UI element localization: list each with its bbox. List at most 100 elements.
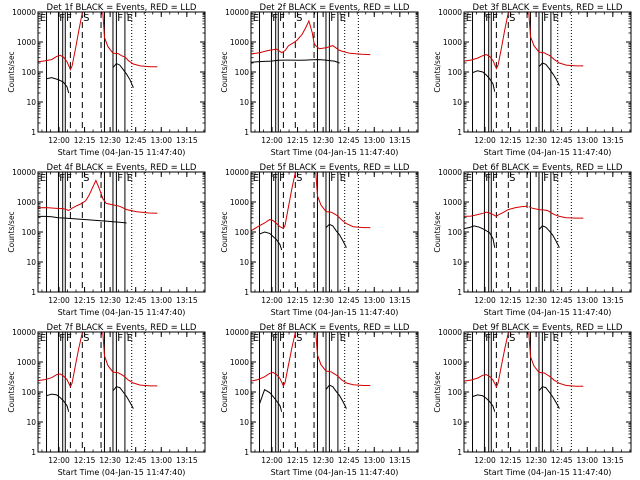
panel-det-1: Det 1f BLACK = Events, RED = LLD Start Ti… [7, 3, 206, 157]
y-tick-label: 1000 [443, 198, 462, 207]
panel-det-2: Det 2f BLACK = Events, RED = LLD Start Ti… [220, 3, 419, 157]
panel-det-3: Det 3f BLACK = Events, RED = LLD Start Ti… [433, 3, 632, 157]
x-tick-label: 12:45 [551, 136, 573, 145]
y-tick-label: 100 [448, 68, 463, 77]
x-tick-label: 13:15 [176, 296, 198, 305]
interval-letter: S [296, 13, 302, 24]
y-tick-label: 1 [31, 288, 36, 297]
plot-area [464, 332, 584, 452]
interval-letter: F [330, 173, 336, 184]
x-tick-label: 12:00 [474, 456, 496, 465]
y-axis-label: Counts/sec [220, 51, 229, 92]
y-tick-label: 10 [452, 418, 462, 427]
interval-letter: F [59, 13, 65, 24]
interval-letter: E [553, 173, 559, 184]
y-tick-label: 10 [452, 98, 462, 107]
x-tick-label: 12:45 [338, 296, 360, 305]
x-tick-label: 13:00 [576, 296, 598, 305]
y-tick-label: 10 [452, 258, 462, 267]
x-tick-label: 12:15 [287, 456, 309, 465]
y-tick-label: 1000 [230, 358, 249, 367]
x-tick-label: 13:15 [602, 136, 624, 145]
plot-area [251, 12, 371, 132]
interval-letter: E [553, 13, 559, 24]
panel-title: Det 8f BLACK = Events, RED = LLD [260, 323, 410, 333]
y-tick-label: 100 [22, 388, 37, 397]
plot-frame [250, 171, 419, 293]
y-tick-label: 10000 [12, 168, 36, 177]
x-axis-label: Start Time (04-Jan-15 11:47:40) [484, 468, 612, 477]
interval-letter: E [340, 173, 346, 184]
y-tick-label: 10000 [225, 8, 249, 17]
x-tick-label: 13:15 [389, 456, 411, 465]
events-series-line [538, 225, 560, 248]
x-tick-label: 12:30 [312, 456, 334, 465]
interval-letter: E [40, 13, 46, 24]
y-tick-label: 1 [31, 128, 36, 137]
y-tick-label: 10000 [225, 328, 249, 337]
interval-letter: E [253, 173, 259, 184]
panel-det-9: Det 9f BLACK = Events, RED = LLD Start Ti… [433, 323, 632, 477]
x-tick-label: 13:00 [150, 296, 172, 305]
y-tick-label: 100 [448, 388, 463, 397]
y-tick-label: 1000 [443, 38, 462, 47]
plot-area [464, 12, 584, 132]
interval-letter: E [127, 333, 133, 344]
x-tick-label: 12:00 [48, 296, 70, 305]
x-tick-label: 13:00 [150, 136, 172, 145]
panel-det-8: Det 8f BLACK = Events, RED = LLD Start Ti… [220, 323, 419, 477]
x-tick-label: 13:15 [176, 456, 198, 465]
x-tick-label: 13:00 [576, 456, 598, 465]
y-tick-label: 1000 [230, 38, 249, 47]
x-axis-label: Start Time (04-Jan-15 11:47:40) [271, 468, 399, 477]
x-tick-label: 12:30 [525, 296, 547, 305]
lld-series-line [464, 12, 509, 70]
interval-letter: E [40, 333, 46, 344]
plot-area [251, 332, 371, 452]
interval-letter: S [509, 173, 515, 184]
panel-title: Det 9f BLACK = Events, RED = LLD [473, 323, 623, 333]
events-series-line [112, 62, 134, 88]
y-tick-label: 10000 [12, 8, 36, 17]
interval-letter: F [279, 13, 285, 24]
y-tick-label: 10000 [438, 328, 462, 337]
panel-title: Det 4f BLACK = Events, RED = LLD [47, 163, 197, 173]
panel-det-7: Det 7f BLACK = Events, RED = LLD Start Ti… [7, 323, 206, 477]
events-series-line [112, 386, 134, 409]
plot-frame [463, 171, 632, 293]
x-tick-label: 12:45 [125, 296, 147, 305]
interval-letter: F [543, 173, 549, 184]
x-axis-label: Start Time (04-Jan-15 11:47:40) [484, 148, 612, 157]
interval-letter: F [543, 333, 549, 344]
interval-letter: F [66, 333, 72, 344]
events-series-line [251, 59, 340, 64]
x-tick-label: 13:00 [363, 456, 385, 465]
interval-letter: F [492, 173, 498, 184]
interval-letter: F [272, 333, 278, 344]
x-tick-label: 12:45 [551, 296, 573, 305]
lld-series-line [528, 12, 584, 67]
panel-title: Det 3f BLACK = Events, RED = LLD [473, 3, 623, 13]
x-tick-label: 13:00 [363, 136, 385, 145]
x-tick-label: 12:15 [74, 296, 96, 305]
y-tick-label: 1 [244, 448, 249, 457]
x-tick-label: 12:15 [74, 136, 96, 145]
events-series-line [464, 225, 496, 248]
x-tick-label: 13:00 [363, 296, 385, 305]
events-series-line [472, 70, 496, 92]
plot-frame [250, 11, 419, 133]
y-tick-label: 1 [244, 288, 249, 297]
interval-letter: E [553, 333, 559, 344]
interval-letter: E [253, 13, 259, 24]
interval-letter: E [127, 173, 133, 184]
x-tick-label: 13:15 [389, 296, 411, 305]
y-tick-label: 100 [235, 228, 250, 237]
interval-letter: S [509, 13, 515, 24]
y-tick-label: 1 [244, 128, 249, 137]
interval-letter: F [492, 13, 498, 24]
y-tick-label: 10000 [12, 328, 36, 337]
x-tick-label: 12:45 [125, 136, 147, 145]
y-tick-label: 1000 [17, 358, 36, 367]
plot-area [251, 172, 371, 292]
events-series-line [38, 215, 127, 224]
